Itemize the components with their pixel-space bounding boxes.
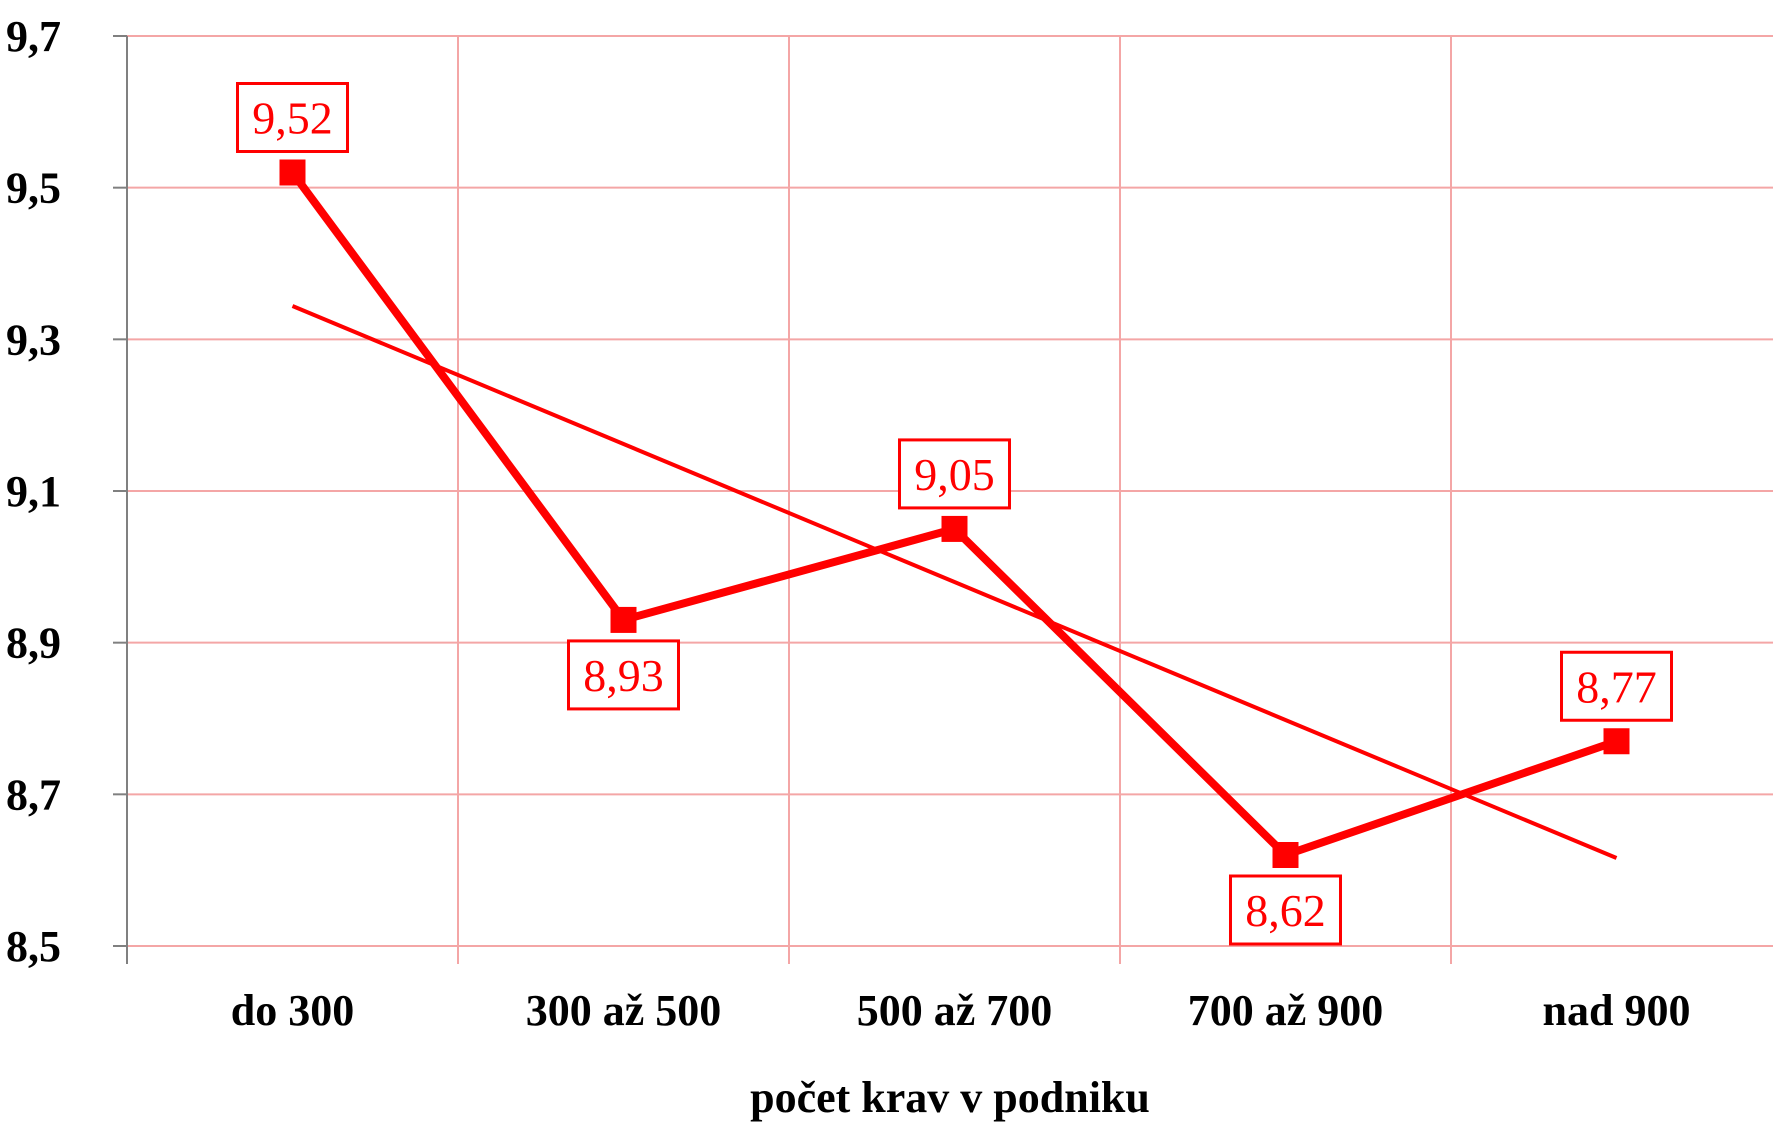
data-label: 8,93	[567, 639, 680, 711]
data-label-text: 9,52	[252, 93, 333, 144]
data-label: 8,62	[1229, 874, 1342, 946]
data-label-box	[236, 82, 349, 153]
trendline-group	[291, 304, 1618, 860]
x-tick-label: 300 až 500	[526, 986, 722, 1035]
y-tick-labels: 8,5 8,7 8,9 9,1 9,3 9,5 9,7	[6, 12, 61, 971]
x-tick-label: 500 až 700	[857, 986, 1053, 1035]
series-line	[289, 170, 1618, 859]
data-label-box	[1229, 874, 1342, 946]
x-tick-labels: do 300 300 až 500 500 až 700 700 až 900 nad …	[231, 986, 1691, 1035]
y-tick-label: 9,3	[6, 315, 61, 364]
data-point-marker	[279, 159, 306, 186]
data-point-marker	[941, 515, 968, 542]
y-tick-label: 8,5	[6, 922, 61, 971]
data-label-text: 8,93	[583, 650, 664, 701]
trendline	[291, 304, 1618, 860]
y-tick-label: 9,1	[6, 467, 61, 516]
data-label: 8,77	[1560, 650, 1673, 722]
axes	[113, 35, 1452, 964]
data-label: 9,52	[236, 82, 349, 153]
data-label-text: 9,05	[914, 449, 995, 500]
data-label-text: 8,77	[1576, 661, 1657, 712]
data-label: 9,05	[898, 438, 1011, 510]
x-tick-label: nad 900	[1543, 986, 1691, 1035]
data-label-text: 8,62	[1245, 885, 1326, 936]
data-point-marker	[610, 606, 637, 633]
data-label-box	[898, 438, 1011, 510]
y-tick-label: 8,7	[6, 770, 61, 819]
x-tick-label: 700 až 900	[1188, 986, 1384, 1035]
data-label-box	[567, 639, 680, 711]
x-tick-label: do 300	[231, 986, 354, 1035]
data-point-marker	[1603, 728, 1630, 755]
y-tick-label: 9,7	[6, 12, 61, 61]
data-point-marker	[1272, 842, 1299, 868]
data-labels: 9,52 8,93 9,05 8,62 8,77	[236, 82, 1673, 946]
y-tick-label: 8,9	[6, 619, 61, 668]
series-group	[279, 159, 1630, 868]
data-label-box	[1560, 650, 1673, 722]
y-tick-label: 9,5	[6, 164, 61, 213]
x-axis-title: počet krav v podniku	[750, 1073, 1150, 1122]
gridlines	[127, 35, 1773, 947]
